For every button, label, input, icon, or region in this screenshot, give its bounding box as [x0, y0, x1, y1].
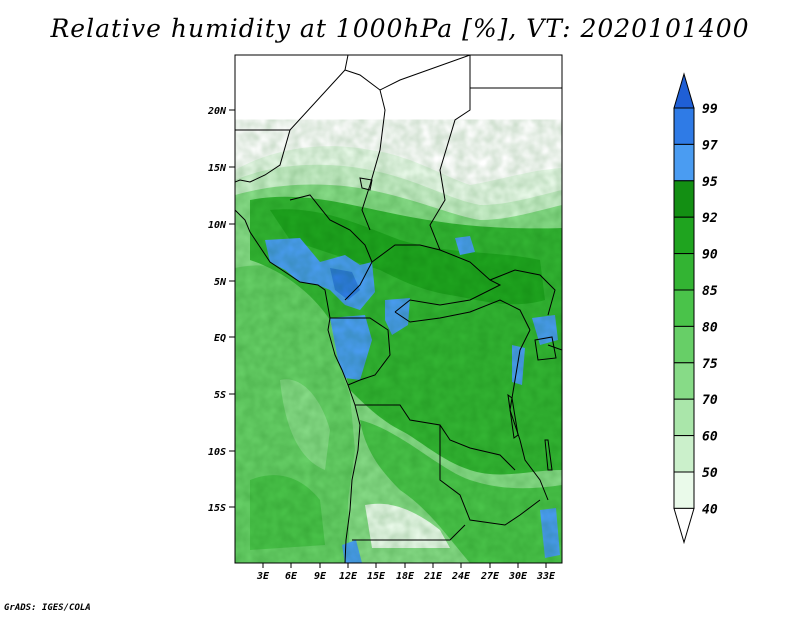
lake-chad	[359, 177, 373, 191]
border-drc-east	[509, 329, 549, 501]
humidity-map	[235, 55, 562, 563]
border-south-sudan	[489, 269, 556, 316]
lat-tick-10n: 10N	[208, 220, 235, 231]
lat-tick-15n: 15N	[208, 163, 235, 174]
svg-text:21E: 21E	[423, 571, 443, 582]
border-sudan-chad	[429, 55, 471, 251]
colorbar-segment	[673, 435, 695, 473]
lon-tick-9e: 9E	[314, 563, 327, 582]
svg-text:33E: 33E	[536, 571, 556, 582]
colorbar-labels: 99 97 95 92 90 85 80 75 70 60 50 40	[702, 102, 718, 517]
svg-text:27E: 27E	[480, 571, 500, 582]
svg-text:18E: 18E	[396, 571, 415, 582]
lat-tick-20n: 20N	[207, 106, 235, 117]
svg-text:20N: 20N	[207, 106, 227, 117]
colorbar-label: 92	[702, 211, 718, 226]
lon-tick-30e: 30E	[508, 563, 528, 582]
coastline-west	[235, 209, 361, 563]
border-niger-chad	[344, 69, 386, 231]
lon-tick-27e: 27E	[480, 563, 500, 582]
svg-text:5S: 5S	[214, 390, 226, 401]
colorbar-label: 90	[702, 248, 718, 263]
colorbar-top-arrow	[673, 72, 695, 109]
lat-tick-5n: 5N	[214, 277, 235, 288]
svg-text:15E: 15E	[367, 571, 386, 582]
border-algeria-mali	[235, 55, 349, 131]
lon-tick-6e: 6E	[285, 563, 298, 582]
svg-text:9E: 9E	[314, 571, 327, 582]
colorbar-label: 80	[702, 320, 718, 335]
svg-text:10S: 10S	[208, 447, 226, 458]
lon-tick-3e: 3E	[256, 563, 270, 582]
lake-victoria	[534, 336, 557, 361]
colorbar-label: 60	[702, 430, 718, 445]
lat-tick-10s: 10S	[208, 447, 235, 458]
lat-axis: 20N 15N 10N 5N EQ 5S 10S 15S	[207, 106, 235, 514]
svg-text:6E: 6E	[285, 571, 298, 582]
texture-overlay	[235, 160, 562, 563]
svg-text:EQ: EQ	[214, 333, 226, 344]
border-libya	[379, 55, 471, 91]
svg-text:30E: 30E	[508, 571, 528, 582]
lon-tick-12e: 12E	[339, 563, 358, 582]
colorbar-segment	[673, 471, 695, 509]
lon-tick-24e: 24E	[451, 563, 471, 582]
lake-tanganyika	[507, 393, 519, 439]
border-angola-zambia	[439, 425, 541, 526]
border-drc-north	[394, 299, 531, 331]
colorbar-label: 40	[702, 502, 718, 517]
border-namibia	[352, 524, 466, 541]
colorbar-label: 99	[702, 102, 718, 117]
svg-text:5N: 5N	[214, 277, 227, 288]
colorbar-segment	[673, 325, 695, 364]
colorbar-segment	[673, 180, 695, 218]
lon-tick-18e: 18E	[396, 563, 415, 582]
svg-text:15N: 15N	[208, 163, 227, 174]
colorbar-label: 97	[702, 138, 718, 153]
colorbar-label: 85	[702, 284, 718, 299]
colorbar-segment	[673, 289, 695, 327]
colorbar-segment	[673, 216, 695, 255]
border-tanzania	[547, 344, 562, 351]
lat-tick-5s: 5S	[214, 390, 235, 401]
country-borders	[235, 55, 562, 563]
colorbar-label: 75	[702, 357, 718, 372]
colorbar-segment	[673, 253, 695, 291]
map-title: Relative humidity at 1000hPa [%], VT: 20…	[50, 14, 750, 43]
colorbar-segments	[673, 72, 695, 545]
lon-axis: 3E 6E 9E 12E 15E 18E 21E 24E 27E 30E 33E	[256, 563, 556, 582]
border-congo-gabon	[330, 317, 391, 386]
border-nigeria-cameroon	[289, 194, 373, 301]
colorbar-segment	[673, 107, 695, 145]
colorbar-bottom-arrow	[673, 507, 695, 545]
lat-tick-eq: EQ	[214, 333, 235, 344]
lake-malawi	[544, 439, 553, 471]
colorbar-segment	[673, 143, 695, 182]
colorbar-label: 70	[702, 393, 718, 408]
colorbar: 99 97 95 92 90 85 80 75 70 60 50 40	[673, 72, 718, 545]
border-niger	[235, 129, 291, 183]
colorbar-segment	[673, 398, 695, 437]
border-angola-drc	[355, 404, 516, 471]
svg-text:15S: 15S	[208, 503, 226, 514]
svg-text:12E: 12E	[339, 571, 358, 582]
map-frame	[234, 54, 563, 564]
credit-text: GrADS: IGES/COLA	[4, 603, 91, 613]
svg-text:3E: 3E	[256, 571, 270, 582]
colorbar-label: 95	[702, 175, 718, 190]
svg-text:10N: 10N	[208, 220, 227, 231]
svg-text:24E: 24E	[451, 571, 471, 582]
colorbar-segment	[673, 362, 695, 400]
lat-tick-15s: 15S	[208, 503, 235, 514]
lon-tick-21e: 21E	[423, 563, 443, 582]
lon-tick-33e: 33E	[536, 563, 556, 582]
colorbar-label: 50	[702, 466, 718, 481]
lon-tick-15e: 15E	[367, 563, 386, 582]
